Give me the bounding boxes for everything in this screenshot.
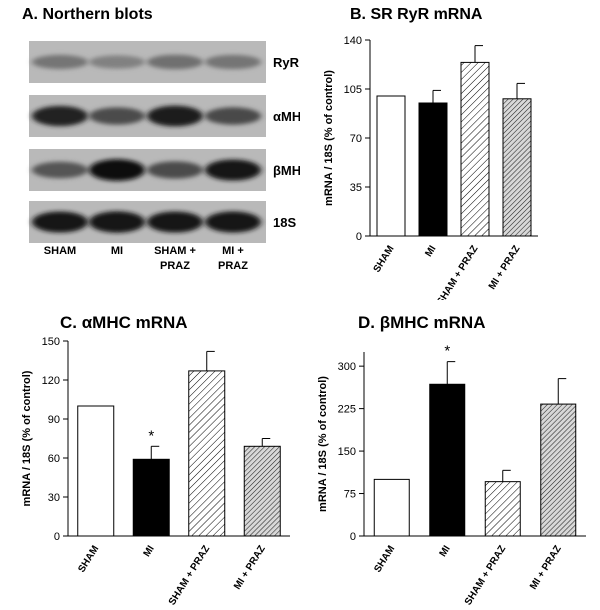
x-category-label: SHAM + PRAZ bbox=[435, 244, 480, 300]
y-tick-label: 0 bbox=[350, 531, 356, 543]
blot-band bbox=[147, 54, 203, 70]
northern-blot-panel: A. Northern blots RyR αMHC βMHC 18S SHAM MI SH… bbox=[0, 0, 300, 300]
bar bbox=[188, 370, 226, 537]
panel-c-title: C. αMHC mRNA bbox=[60, 313, 188, 332]
blot-band bbox=[205, 211, 261, 233]
bar bbox=[243, 445, 281, 537]
bar bbox=[484, 481, 521, 537]
blot-band bbox=[89, 211, 145, 233]
y-tick-label: 150 bbox=[42, 336, 60, 348]
blot-lane-label: MI bbox=[111, 245, 123, 257]
x-category-label: MI + PRAZ bbox=[232, 544, 268, 592]
ryr-mrna-chart: 0 35 70 105 140 mRNA / 18S (% of control) SHAM… bbox=[323, 35, 538, 300]
x-category-label: MI + PRAZ bbox=[487, 244, 523, 292]
blot-row-label: RyR bbox=[273, 55, 300, 70]
blot-band bbox=[205, 159, 261, 181]
blot-band bbox=[32, 105, 88, 127]
y-tick-label: 150 bbox=[338, 446, 356, 458]
y-tick-label: 120 bbox=[42, 375, 60, 387]
y-tick-label: 225 bbox=[338, 404, 356, 416]
y-axis-label: mRNA / 18S (% of control) bbox=[317, 376, 329, 512]
x-category-label: SHAM bbox=[76, 544, 101, 575]
blot-lane-label: SHAM bbox=[44, 245, 76, 257]
y-tick-label: 60 bbox=[48, 453, 60, 465]
significance-marker: * bbox=[444, 343, 450, 360]
bar bbox=[502, 98, 532, 237]
blot-band bbox=[147, 105, 203, 127]
blot-band bbox=[205, 107, 261, 125]
blot-band bbox=[32, 161, 88, 179]
y-tick-label: 105 bbox=[344, 84, 362, 96]
bar bbox=[460, 61, 490, 237]
y-axis-label: mRNA / 18S (% of control) bbox=[21, 370, 33, 506]
panel-d-title: D. βMHC mRNA bbox=[358, 313, 486, 332]
bar bbox=[132, 458, 170, 537]
blot-lane-label: MI + bbox=[222, 245, 244, 257]
y-tick-label: 140 bbox=[344, 35, 362, 47]
blot-band bbox=[205, 54, 261, 70]
y-tick-label: 30 bbox=[48, 492, 60, 504]
bar bbox=[373, 478, 410, 537]
bar bbox=[418, 102, 448, 237]
x-category-label: MI bbox=[142, 544, 157, 559]
blot-row-label: βMHC bbox=[273, 163, 300, 178]
beta-mhc-mrna-chart: 0 75 150 225 300 mRNA / 18S (% of control) SHA… bbox=[317, 343, 586, 608]
panel-b-title: B. SR RyR mRNA bbox=[350, 6, 483, 23]
northern-blot-image: RyR αMHC βMHC 18S SHAM MI SHAM + PRAZ MI + PRAZ bbox=[29, 41, 300, 272]
blot-lane-label: PRAZ bbox=[160, 260, 190, 272]
bar bbox=[376, 95, 406, 237]
blot-lane-label: SHAM + bbox=[154, 245, 196, 257]
y-tick-label: 90 bbox=[48, 414, 60, 426]
panel-a-title: A. Northern blots bbox=[22, 6, 153, 23]
blot-band bbox=[89, 55, 145, 69]
x-category-label: SHAM bbox=[372, 244, 397, 275]
x-category-label: MI + PRAZ bbox=[528, 544, 564, 592]
blot-band bbox=[147, 161, 203, 179]
blot-row-label: αMHC bbox=[273, 109, 300, 124]
alpha-mhc-mrna-chart: 0 30 60 90 120 150 mRNA / 18S (% of control) SH… bbox=[21, 336, 290, 608]
y-tick-label: 70 bbox=[350, 133, 362, 145]
y-axis-label: mRNA / 18S (% of control) bbox=[323, 70, 335, 206]
y-tick-label: 35 bbox=[350, 182, 362, 194]
x-category-label: SHAM + PRAZ bbox=[167, 544, 212, 608]
y-tick-label: 0 bbox=[54, 531, 60, 543]
bar bbox=[429, 383, 466, 537]
y-tick-label: 75 bbox=[344, 489, 356, 501]
blot-band bbox=[147, 211, 203, 233]
x-category-label: MI bbox=[423, 244, 438, 259]
blot-band bbox=[32, 211, 88, 233]
bar bbox=[77, 405, 115, 537]
blot-band bbox=[89, 107, 145, 125]
significance-marker: * bbox=[148, 427, 154, 444]
x-category-label: SHAM + PRAZ bbox=[463, 544, 508, 608]
blot-band bbox=[89, 159, 145, 181]
blot-row-label: 18S bbox=[273, 215, 296, 230]
bar bbox=[540, 403, 577, 537]
blot-lane-label: PRAZ bbox=[218, 260, 248, 272]
y-tick-label: 300 bbox=[338, 361, 356, 373]
blot-band bbox=[32, 54, 88, 70]
x-category-label: SHAM bbox=[372, 544, 397, 575]
x-category-label: MI bbox=[438, 544, 453, 559]
y-tick-label: 0 bbox=[356, 231, 362, 243]
